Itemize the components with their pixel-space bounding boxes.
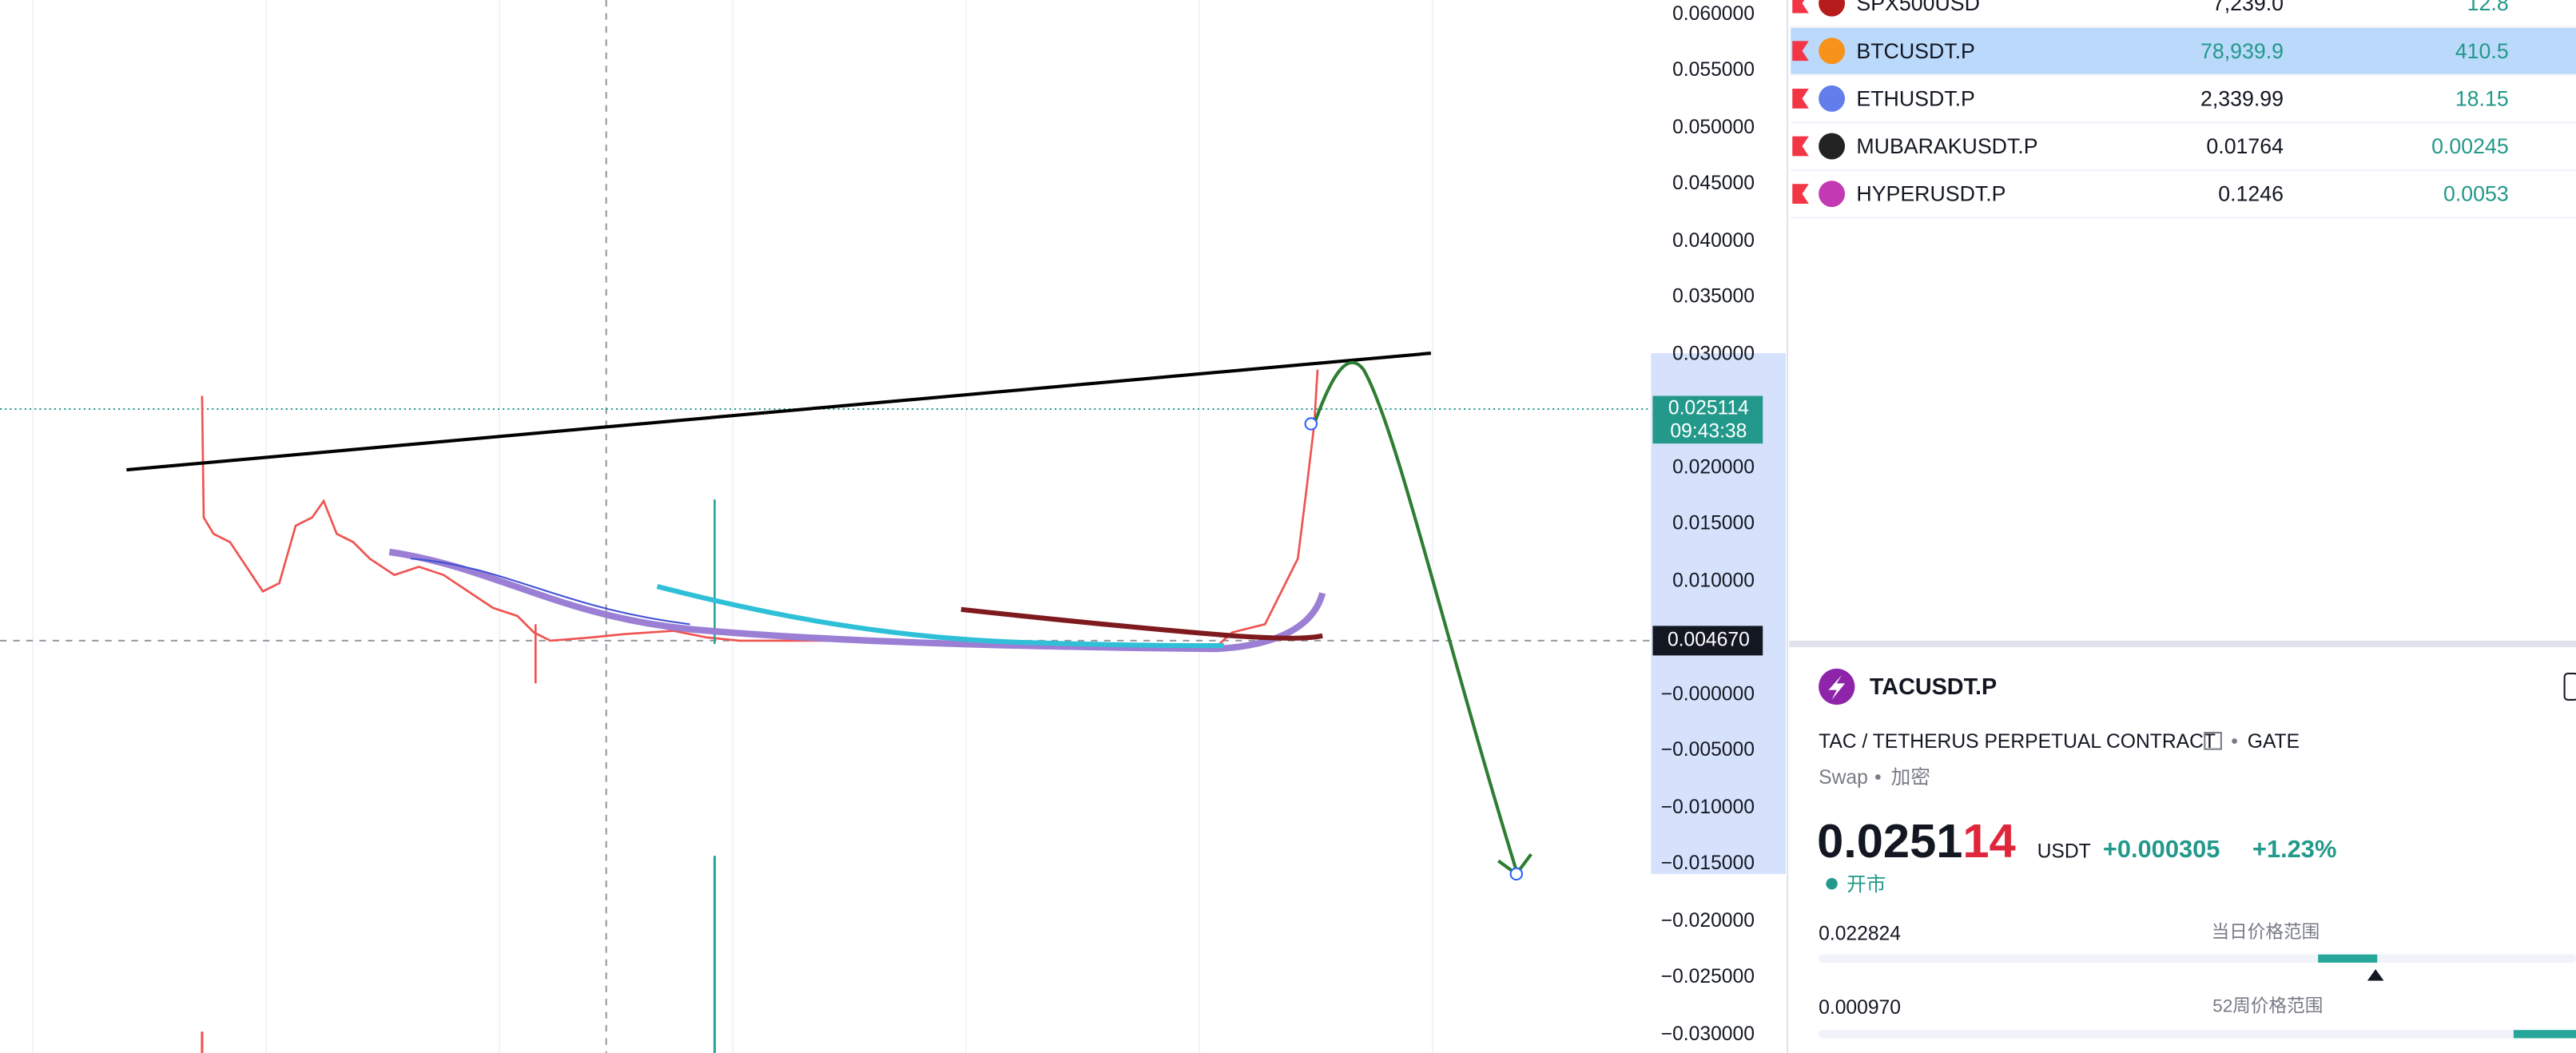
axis-tick-label: −0.005000: [1661, 739, 1755, 761]
symbol-icon: [1819, 181, 1846, 208]
flag[interactable]: [1792, 0, 1809, 14]
price-series: [201, 369, 1319, 649]
day-range-marker: [2367, 969, 2384, 981]
flag[interactable]: [1792, 136, 1809, 157]
symbol[interactable]: ETHUSDT.P: [1856, 86, 1974, 110]
axis-tick-label: −0.030000: [1661, 1023, 1755, 1045]
ma-blue: [410, 558, 690, 626]
logo-glyph: [1828, 675, 1846, 700]
symbol-icon: [1819, 85, 1846, 112]
day-range-bar: [2318, 954, 2378, 963]
forecast-curve: [1312, 360, 1518, 872]
description: TAC / TETHERUS PERPETUAL CONTRACT: [1819, 731, 2216, 753]
change-pct: +1.23%: [2252, 835, 2336, 863]
market-status: 开市: [1847, 873, 1886, 896]
crosshair-tag-value: 0.004670: [1668, 629, 1750, 650]
symbol[interactable]: SPX500USD: [1856, 0, 1979, 15]
price-main-part: 0.0251: [1817, 814, 1962, 868]
change: 0.00245: [2431, 134, 2509, 158]
price-tail: 14: [1962, 814, 2015, 868]
symbol-icon: [1819, 38, 1846, 65]
axis-tick-label: 0.030000: [1672, 344, 1755, 365]
price-tag-value: 0.025114: [1668, 398, 1749, 419]
last-price: 0.1246: [2218, 182, 2284, 206]
anchor: [1509, 867, 1524, 881]
subtype: Swap: [1819, 767, 1868, 789]
panel-separator: [1789, 640, 2576, 648]
axis-tick-label: 0.040000: [1672, 230, 1755, 252]
axis-tick-label: −0.025000: [1661, 966, 1755, 987]
ma-purple: [388, 548, 1326, 653]
last-price: 78,939.9: [2200, 39, 2284, 63]
week52-low: 0.000970: [1819, 997, 1901, 1019]
week52-label: 52周价格范围: [2212, 995, 2323, 1015]
currency: USDT: [2037, 841, 2091, 863]
flag[interactable]: [1792, 184, 1809, 204]
ma-darkred: [960, 606, 1323, 641]
axis-tick-label: 0.015000: [1672, 512, 1755, 534]
price-tag-countdown: 09:43:38: [1670, 420, 1747, 442]
axis-tick-label: −0.015000: [1661, 852, 1755, 874]
axis-tick-label: −0.010000: [1661, 797, 1755, 818]
axis-tick-label: 0.055000: [1672, 59, 1755, 81]
symbol[interactable]: MUBARAKUSDT.P: [1856, 134, 2037, 158]
chart-grid: [32, 0, 1433, 1053]
selected-row: [1791, 26, 2576, 74]
axis-tick-label: 0.045000: [1672, 173, 1755, 194]
panel-toggle[interactable]: [2563, 672, 2576, 701]
last-price: 7,239.0: [2212, 0, 2284, 15]
last-price: 2,339.99: [2200, 86, 2284, 110]
category: 加密: [1891, 766, 1930, 789]
day-range-track: [1819, 954, 2576, 963]
symbol[interactable]: HYPERUSDT.P: [1856, 182, 2006, 206]
week52-track: [1819, 1030, 2576, 1039]
change: 0.0053: [2443, 182, 2509, 206]
change: 18.15: [2455, 86, 2509, 110]
axis-tick-label: −0.000000: [1661, 683, 1755, 705]
price-tag: [1652, 395, 1763, 444]
axis-tick-label: −0.020000: [1661, 910, 1755, 932]
axis-tick-label: 0.060000: [1672, 3, 1755, 25]
axis-tick-label: 0.035000: [1672, 286, 1755, 308]
trend-line: [126, 352, 1432, 472]
watchlist: SPX500USD 7,239.0 12.8 BTCUSDT.P 78,939.9 410…: [1791, 0, 2576, 219]
day-low: 0.022824: [1819, 923, 1901, 944]
price-axis: 0.060000 0.055000 0.050000 0.045000 0.040000…: [1652, 3, 1763, 1045]
day-range-label: 当日价格范围: [2212, 922, 2320, 942]
flag[interactable]: [1792, 41, 1809, 62]
dot: •: [1874, 767, 1882, 789]
symbol-icon: [1819, 0, 1846, 17]
week52-bar: [2513, 1030, 2576, 1039]
status-dot: [1826, 878, 1838, 890]
axis-tick-label: 0.020000: [1672, 457, 1755, 479]
dot: •: [2231, 731, 2238, 753]
crosshair-tag: [1652, 626, 1763, 656]
anchor: [1304, 417, 1318, 431]
price-main: 0.025114: [1817, 814, 2016, 868]
change: 12.8: [2467, 0, 2509, 15]
axis-tick-label: 0.010000: [1672, 570, 1755, 591]
ma-cyan: [656, 584, 1224, 649]
flag[interactable]: [1792, 89, 1809, 109]
open-icon[interactable]: [2204, 732, 2222, 750]
change: 410.5: [2455, 39, 2509, 63]
symbol-icon: [1819, 133, 1846, 160]
exchange: GATE: [2248, 731, 2300, 753]
last-price: 0.01764: [2206, 134, 2284, 158]
detail-symbol[interactable]: TACUSDT.P: [1870, 674, 1997, 700]
axis-tick-label: 0.050000: [1672, 117, 1755, 138]
symbol[interactable]: BTCUSDT.P: [1856, 39, 1974, 63]
change: +0.000305: [2103, 835, 2220, 863]
